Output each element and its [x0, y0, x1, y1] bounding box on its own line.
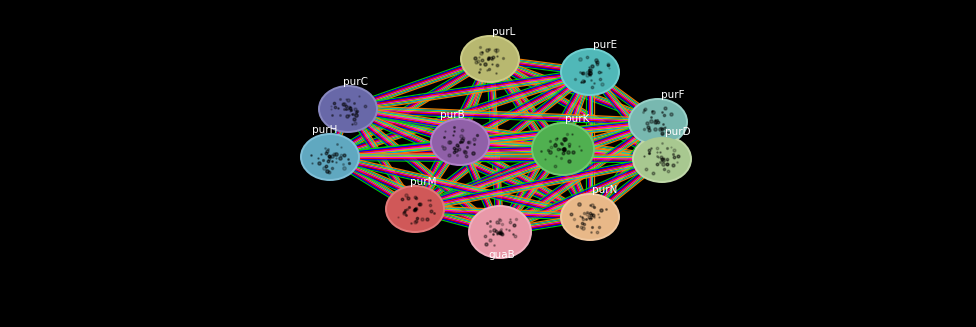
Text: purK: purK: [565, 114, 590, 124]
Ellipse shape: [562, 195, 618, 239]
Ellipse shape: [432, 120, 488, 164]
Ellipse shape: [385, 185, 445, 233]
Text: purB: purB: [440, 110, 465, 120]
Text: guaB: guaB: [488, 250, 514, 260]
Ellipse shape: [628, 98, 688, 146]
Ellipse shape: [562, 50, 618, 94]
Text: purH: purH: [312, 125, 338, 135]
Ellipse shape: [632, 135, 692, 183]
Ellipse shape: [302, 135, 358, 179]
Text: purN: purN: [592, 185, 618, 195]
Ellipse shape: [387, 187, 443, 231]
Ellipse shape: [634, 137, 690, 181]
Ellipse shape: [462, 37, 518, 81]
Text: purD: purD: [665, 127, 691, 137]
Ellipse shape: [468, 205, 532, 259]
Text: purL: purL: [492, 27, 515, 37]
Text: purF: purF: [661, 90, 684, 100]
Ellipse shape: [630, 100, 686, 144]
Ellipse shape: [320, 87, 376, 131]
Text: purM: purM: [410, 177, 436, 187]
Ellipse shape: [300, 133, 360, 181]
Ellipse shape: [531, 122, 595, 176]
Ellipse shape: [560, 48, 620, 96]
Ellipse shape: [533, 124, 593, 174]
Ellipse shape: [430, 118, 490, 166]
Text: purC: purC: [343, 77, 368, 87]
Ellipse shape: [560, 193, 620, 241]
Text: purE: purE: [593, 40, 617, 50]
Ellipse shape: [318, 85, 378, 133]
Ellipse shape: [470, 207, 530, 257]
Ellipse shape: [460, 35, 520, 83]
